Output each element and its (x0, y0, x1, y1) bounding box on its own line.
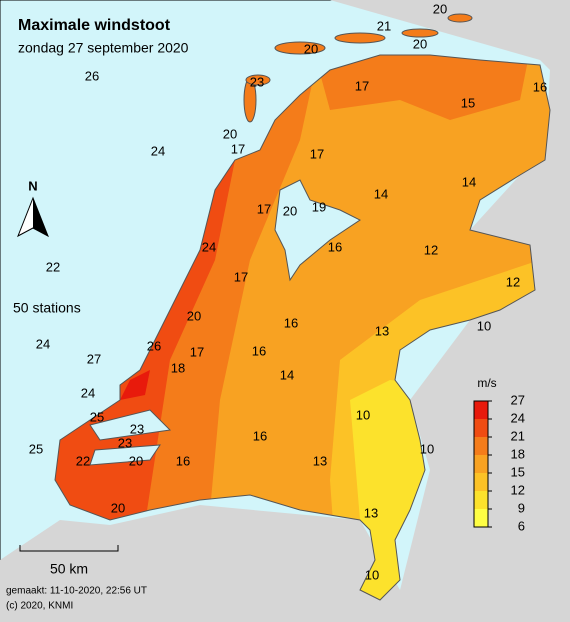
station-value: 21 (377, 18, 391, 33)
wadden-islands (243, 13, 473, 123)
station-value: 16 (253, 428, 267, 443)
legend-unit: m/s (477, 376, 496, 390)
north-arrow-half (33, 198, 48, 236)
north-label: N (28, 178, 37, 193)
station-count: 50 stations (13, 300, 81, 316)
station-value: 16 (252, 343, 266, 358)
legend-swatch (474, 509, 488, 527)
station-value: 13 (364, 505, 378, 520)
station-value: 24 (36, 336, 50, 351)
station-value: 16 (328, 239, 342, 254)
station-value: 23 (118, 435, 132, 450)
legend-frame (473, 400, 489, 528)
station-value: 16 (533, 79, 547, 94)
station-value: 20 (111, 500, 125, 515)
legend-tick-label: 21 (511, 428, 525, 443)
station-value: 24 (151, 143, 165, 158)
station-value: 18 (171, 360, 185, 375)
legend-swatch (474, 419, 488, 437)
legend-tick-label: 18 (511, 446, 525, 461)
station-value: 14 (374, 186, 388, 201)
station-value: 16 (176, 453, 190, 468)
station-value: 17 (231, 141, 245, 156)
station-value: 26 (85, 68, 99, 83)
station-value: 22 (46, 259, 60, 274)
made: gemaakt: 11-10-2020, 22:56 UT (6, 586, 147, 597)
station-value: 17 (257, 201, 271, 216)
station-value: 12 (424, 242, 438, 257)
station-value: 14 (462, 174, 476, 189)
station-value: 20 (413, 36, 427, 51)
station-value: 10 (477, 318, 491, 333)
station-value: 20 (283, 203, 297, 218)
station-value: 24 (81, 385, 95, 400)
station-value: 12 (506, 274, 520, 289)
ijsselmeer (274, 179, 361, 282)
station-value: 19 (312, 199, 326, 214)
station-value: 17 (310, 146, 324, 161)
scale-bar (19, 545, 119, 552)
legend-tick-label: 9 (518, 500, 525, 515)
station-value: 20 (433, 1, 447, 16)
station-value: 16 (284, 315, 298, 330)
legend-tick-label: 15 (511, 464, 525, 479)
copyright: (c) 2020, KNMI (6, 601, 73, 612)
station-value: 22 (76, 453, 90, 468)
station-value: 10 (420, 441, 434, 456)
station-value: 17 (355, 78, 369, 93)
station-value: 24 (202, 239, 216, 254)
station-value: 25 (29, 441, 43, 456)
zeeland-water (89, 409, 172, 466)
scale-label: 50 km (50, 561, 88, 577)
legend-swatch (474, 455, 488, 473)
station-value: 26 (147, 338, 161, 353)
legend-swatch (474, 473, 488, 491)
station-value: 14 (280, 367, 294, 382)
legend-tick-label: 27 (511, 392, 525, 407)
station-value: 15 (461, 95, 475, 110)
legend-swatch (474, 401, 488, 419)
station-value: 13 (375, 323, 389, 338)
station-value: 10 (356, 407, 370, 422)
station-value: 25 (90, 409, 104, 424)
station-value: 20 (304, 41, 318, 56)
station-value: 20 (223, 126, 237, 141)
legend-swatch (474, 491, 488, 509)
station-value: 20 (129, 453, 143, 468)
legend-tick-label: 24 (511, 410, 525, 425)
station-value: 17 (190, 344, 204, 359)
station-value: 23 (250, 74, 264, 89)
station-value: 17 (234, 269, 248, 284)
station-value: 20 (187, 308, 201, 323)
station-value: 23 (130, 421, 144, 436)
legend: 27 24 21 18 15 12 9 6 (473, 392, 525, 533)
station-value: 27 (87, 351, 101, 366)
station-value: 10 (365, 567, 379, 582)
legend-tick-label: 6 (518, 518, 525, 533)
legend-tick-label: 12 (511, 482, 525, 497)
legend-swatch (474, 437, 488, 455)
station-value: 13 (313, 453, 327, 468)
title: Maximale windstoot (18, 17, 171, 34)
subtitle: zondag 27 september 2020 (18, 40, 189, 56)
